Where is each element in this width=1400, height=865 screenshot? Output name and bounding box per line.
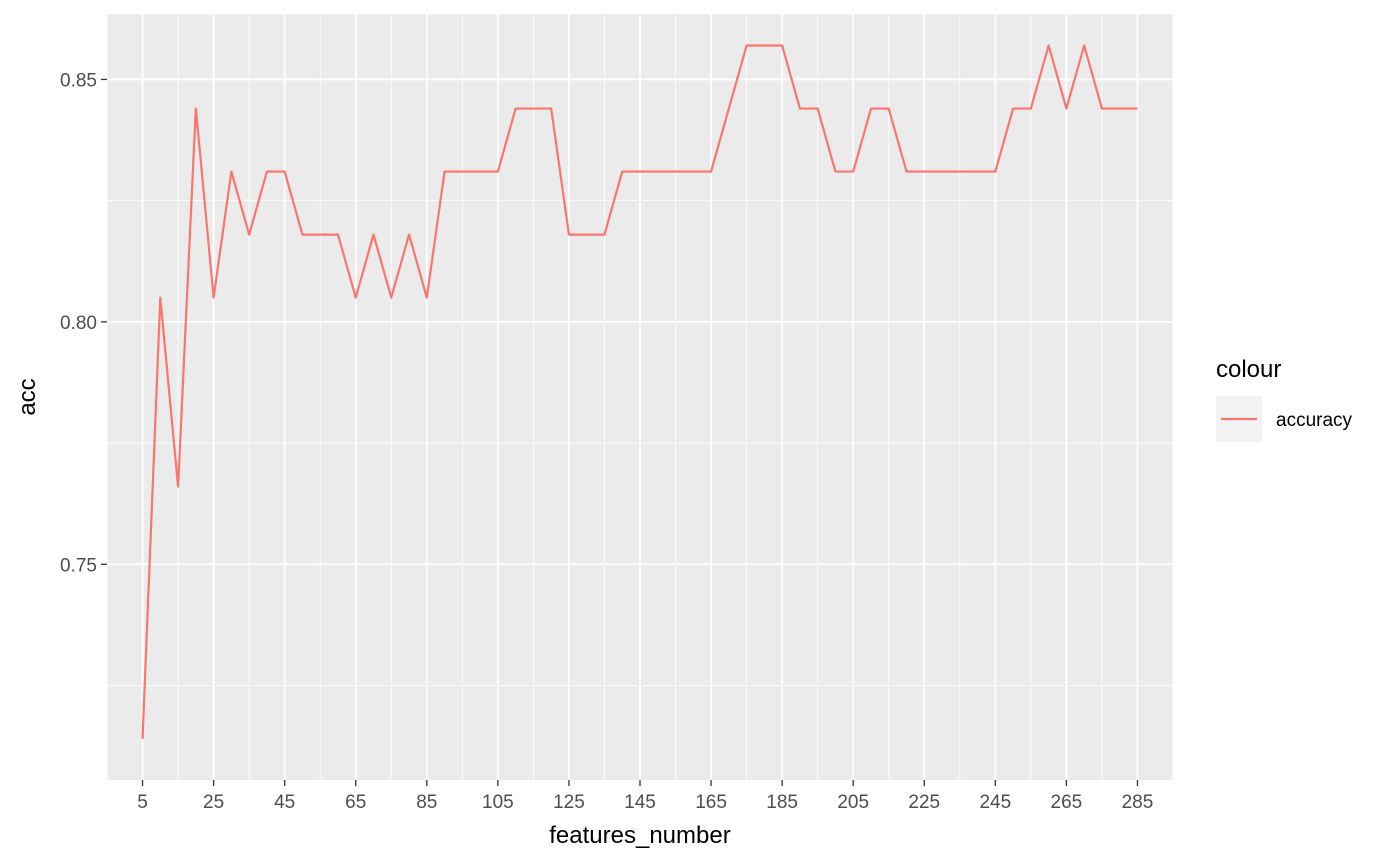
- x-tick-label: 5: [137, 792, 148, 813]
- x-tick-label: 165: [695, 792, 727, 813]
- x-tick-label: 185: [766, 792, 798, 813]
- legend-label-accuracy: accuracy: [1276, 410, 1353, 431]
- x-tick-label: 205: [837, 792, 869, 813]
- y-tick-label: 0.75: [60, 555, 97, 576]
- x-tick-label: 105: [482, 792, 514, 813]
- y-axis-title: acc: [14, 378, 41, 415]
- x-tick-label: 65: [345, 792, 366, 813]
- y-tick-labels: 0.75 0.80 0.85: [60, 70, 97, 576]
- series-line-accuracy: [141, 44, 1138, 739]
- x-tick-label: 245: [979, 792, 1011, 813]
- x-tick-label: 145: [624, 792, 656, 813]
- x-tick-label: 225: [908, 792, 940, 813]
- x-tick-label: 265: [1051, 792, 1083, 813]
- x-tick-label: 85: [416, 792, 437, 813]
- axis-ticks: [101, 78, 1139, 786]
- y-tick-label: 0.80: [60, 313, 97, 334]
- x-tick-label: 25: [203, 792, 224, 813]
- major-gridlines: [107, 14, 1173, 780]
- x-tick-label: 45: [274, 792, 295, 813]
- legend-title: colour: [1216, 356, 1281, 383]
- y-tick-label: 0.85: [60, 70, 97, 91]
- x-tick-label: 285: [1122, 792, 1154, 813]
- x-tick-labels: 5 25 45 65 85 105 125 145 165 185 205 225 245 265 285: [137, 792, 1153, 813]
- legend: colour accuracy: [1216, 356, 1353, 442]
- series-layer: [141, 44, 1138, 739]
- x-axis-title: features_number: [549, 822, 730, 849]
- x-tick-label: 125: [553, 792, 585, 813]
